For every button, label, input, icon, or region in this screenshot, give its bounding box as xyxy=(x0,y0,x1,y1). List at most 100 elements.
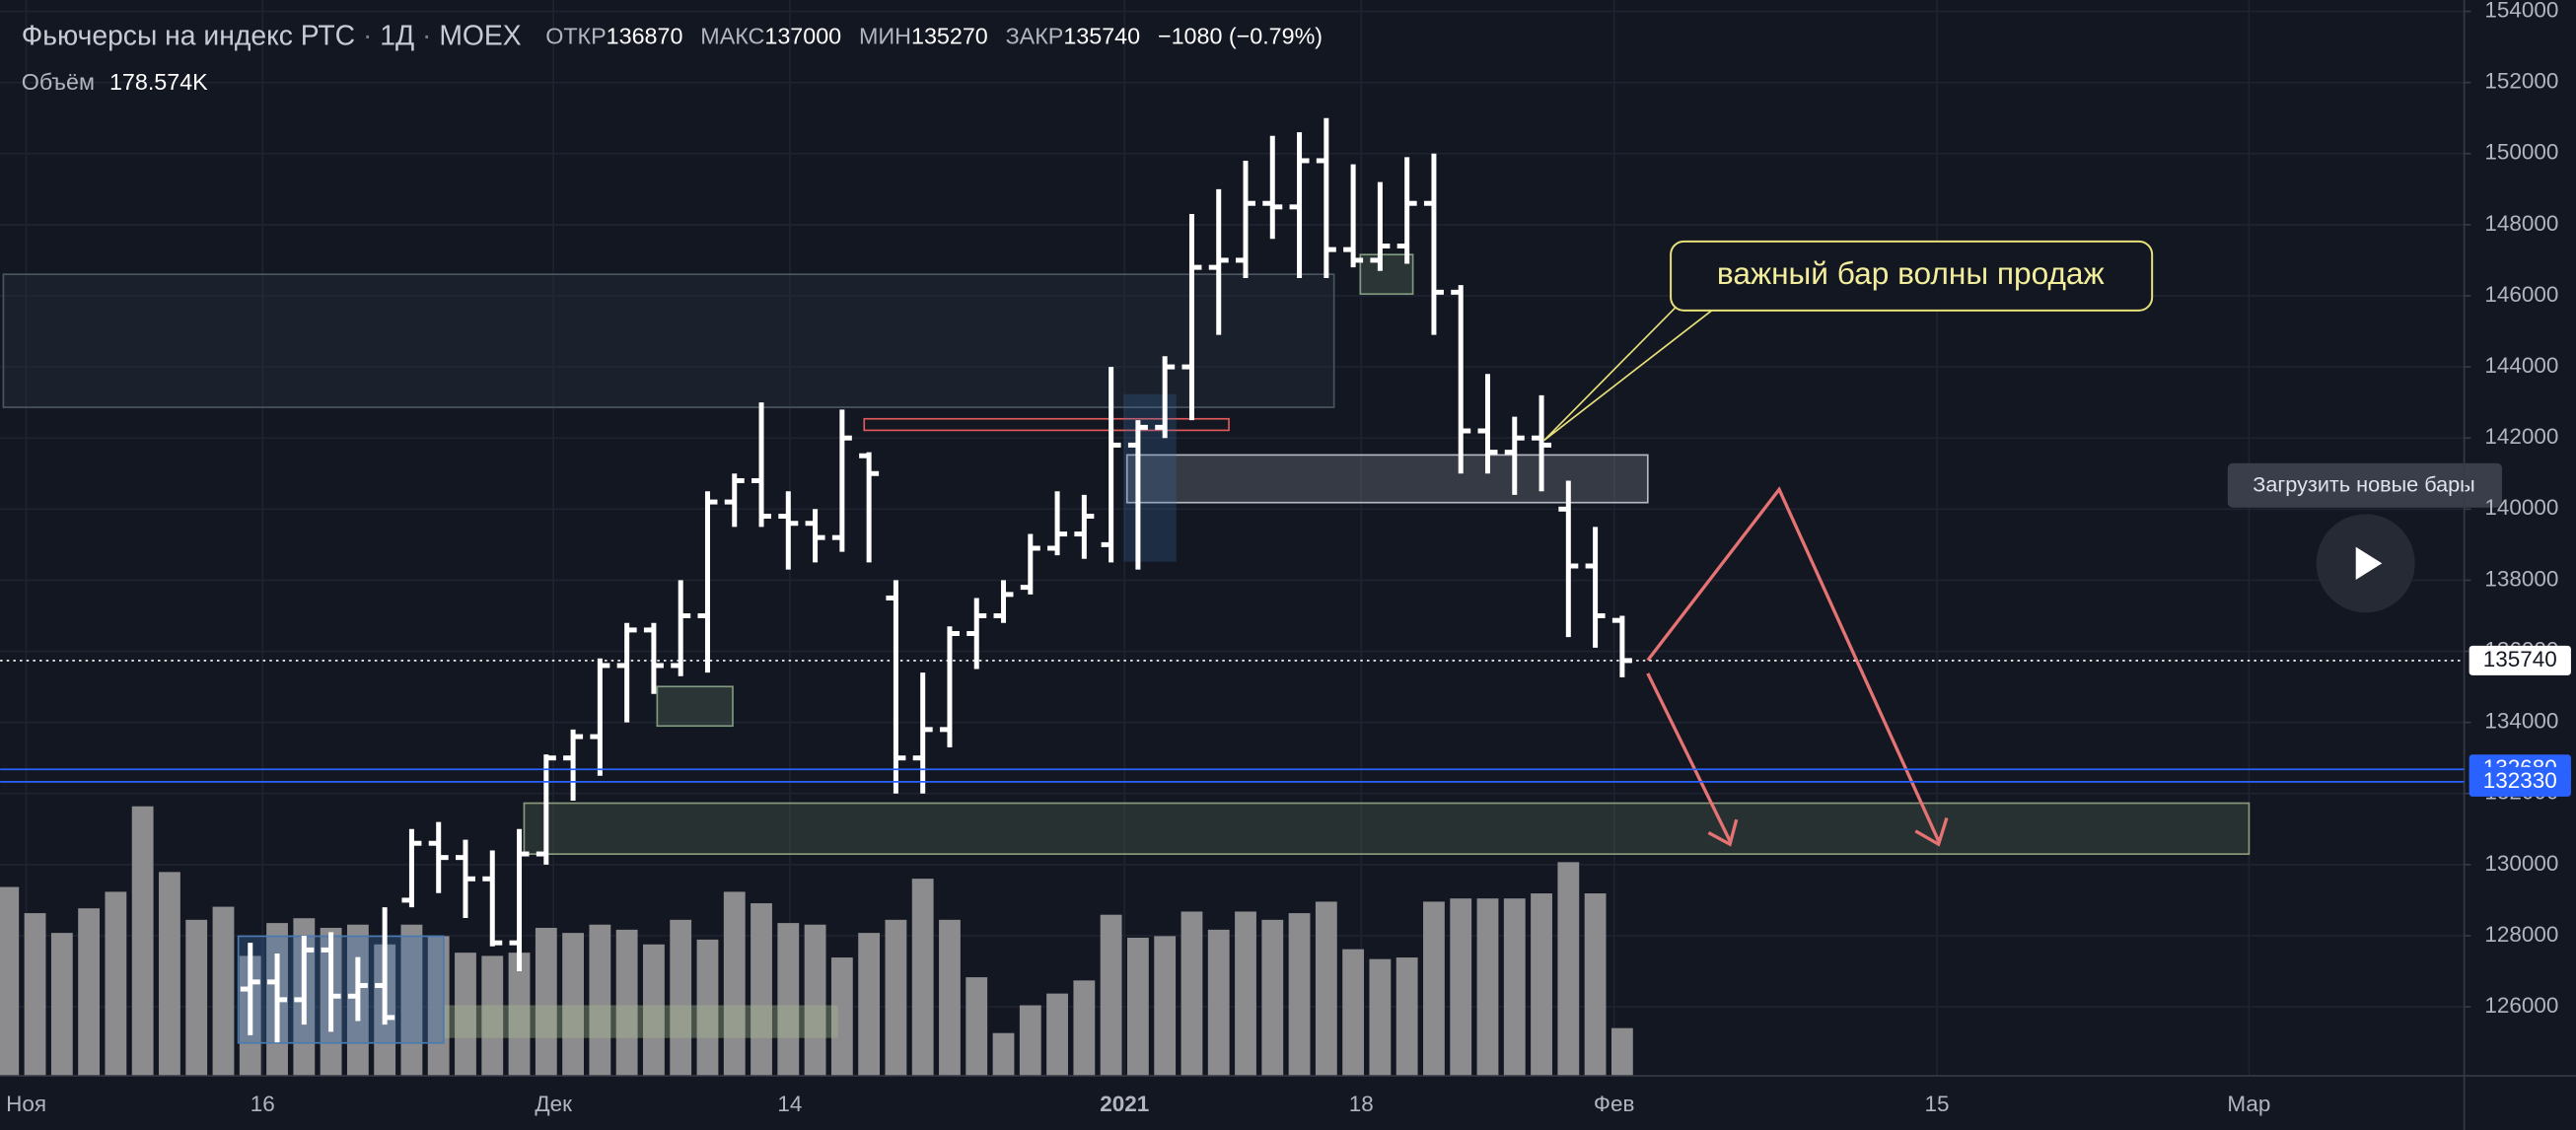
y-tick-label: 146000 xyxy=(2484,282,2558,307)
callout-text: важный бар волны продаж xyxy=(1717,255,2106,291)
stat-value: 137000 xyxy=(764,23,841,48)
x-tick-label: 16 xyxy=(250,1092,275,1116)
price-label-bg xyxy=(2469,766,2571,797)
zone-box[interactable] xyxy=(523,802,2251,855)
zone-box[interactable] xyxy=(2,273,1335,408)
price-label: 132330 xyxy=(2483,768,2557,793)
volume-bar xyxy=(589,924,611,1077)
stat-label: ОТКР xyxy=(545,23,606,48)
volume-bar xyxy=(24,913,46,1077)
x-tick-label: Мар xyxy=(2227,1092,2270,1116)
x-tick-label: Дек xyxy=(535,1092,572,1116)
interval: 1Д xyxy=(380,20,414,51)
volume-bar xyxy=(508,953,531,1077)
volume-bar xyxy=(911,879,934,1077)
volume-bar xyxy=(939,919,961,1077)
volume-bar xyxy=(966,977,988,1077)
volume-pane xyxy=(0,806,1633,1077)
volume-bar xyxy=(1073,980,1096,1077)
volume-bar xyxy=(777,923,800,1077)
volume-bar xyxy=(830,957,853,1077)
forecast-arrow[interactable] xyxy=(1646,486,1941,842)
volume-bar xyxy=(535,927,557,1077)
volume-bar xyxy=(1610,1027,1633,1077)
volume-bar xyxy=(185,919,208,1077)
zone-box[interactable] xyxy=(863,417,1230,432)
header: Фьючерсы на индекс РТС · 1Д · MOEX ОТКР1… xyxy=(22,20,1323,51)
volume-bar xyxy=(562,933,584,1077)
y-tick-label: 126000 xyxy=(2484,993,2558,1018)
volume-bar xyxy=(212,906,235,1077)
volume-bar xyxy=(885,919,907,1077)
volume-bar xyxy=(643,944,665,1077)
volume-bar xyxy=(1126,937,1149,1077)
volume-bar xyxy=(1395,957,1418,1077)
y-tick-label: 154000 xyxy=(2484,0,2558,22)
tooltip xyxy=(2227,462,2502,508)
volume-bar xyxy=(751,903,772,1077)
volume-bar xyxy=(1261,919,1284,1077)
volume-bar xyxy=(1369,958,1392,1077)
stat-label: МАКС xyxy=(700,23,764,48)
y-tick-label: 142000 xyxy=(2484,424,2558,449)
zone-box[interactable] xyxy=(237,935,445,1044)
volume-bar xyxy=(804,924,826,1077)
volume-bar xyxy=(1288,913,1311,1077)
volume-bar xyxy=(1342,949,1365,1077)
arrow-head xyxy=(1707,818,1739,847)
x-tick-label: 18 xyxy=(1349,1092,1374,1116)
volume-bar xyxy=(1235,911,1256,1077)
y-tick-label: 140000 xyxy=(2484,495,2558,520)
callout-box[interactable] xyxy=(1670,240,2154,312)
volume-bar xyxy=(615,929,638,1077)
x-tick-label: Ноя xyxy=(6,1092,46,1116)
stat-value: 135270 xyxy=(911,23,988,48)
zone-box[interactable] xyxy=(1123,393,1177,562)
volume-title: Объём xyxy=(22,69,95,95)
volume-bar xyxy=(992,1032,1015,1077)
zone-box[interactable] xyxy=(1125,454,1649,504)
volume-bar xyxy=(1154,936,1177,1077)
volume-bar xyxy=(670,919,692,1077)
change: −1080 (−0.79%) xyxy=(1158,23,1323,48)
y-tick-label: 134000 xyxy=(2484,709,2558,734)
forecast-arrow[interactable] xyxy=(1646,672,1732,842)
x-tick-label: 15 xyxy=(1925,1092,1950,1116)
callout-pointer xyxy=(1543,298,1713,442)
y-tick-label: 138000 xyxy=(2484,566,2558,591)
x-tick-label: 2021 xyxy=(1100,1092,1149,1116)
x-tick-label: Фев xyxy=(1594,1092,1635,1116)
volume-bar xyxy=(1557,862,1580,1077)
y-tick-label: 130000 xyxy=(2484,851,2558,876)
volume-bar xyxy=(1019,1005,1041,1077)
zone-box[interactable] xyxy=(656,685,734,728)
volume-bar xyxy=(455,953,476,1077)
volume-bar xyxy=(858,933,881,1077)
tooltip-text: Загрузить новые бары xyxy=(2253,472,2474,497)
volume-bar xyxy=(1100,914,1122,1077)
exchange: MOEX xyxy=(439,20,521,51)
price-label-bg xyxy=(2469,645,2571,675)
ohlc-bars xyxy=(240,117,1632,1043)
volume-bar xyxy=(400,924,423,1077)
volume-header: Объём 178.574K xyxy=(22,69,208,95)
play-icon xyxy=(2355,546,2383,580)
x-tick-label: 14 xyxy=(777,1092,802,1116)
volume-bar xyxy=(481,955,504,1077)
volume-bar xyxy=(1181,911,1203,1077)
y-tick-label: 128000 xyxy=(2484,922,2558,947)
stat-label: МИН xyxy=(859,23,911,48)
volume-bar xyxy=(0,886,20,1077)
symbol-title: Фьючерсы на индекс РТС xyxy=(22,20,355,51)
volume-bar xyxy=(723,891,746,1077)
y-tick-label: 152000 xyxy=(2484,69,2558,94)
price-label: 135740 xyxy=(2483,647,2557,671)
volume-bar xyxy=(159,872,180,1077)
volume-bar xyxy=(1423,901,1445,1077)
zone-box[interactable] xyxy=(1359,253,1414,295)
stat-value: 135740 xyxy=(1063,23,1140,48)
volume-bar xyxy=(50,933,73,1077)
volume-bar xyxy=(131,806,154,1077)
zone-box[interactable] xyxy=(443,1005,838,1038)
